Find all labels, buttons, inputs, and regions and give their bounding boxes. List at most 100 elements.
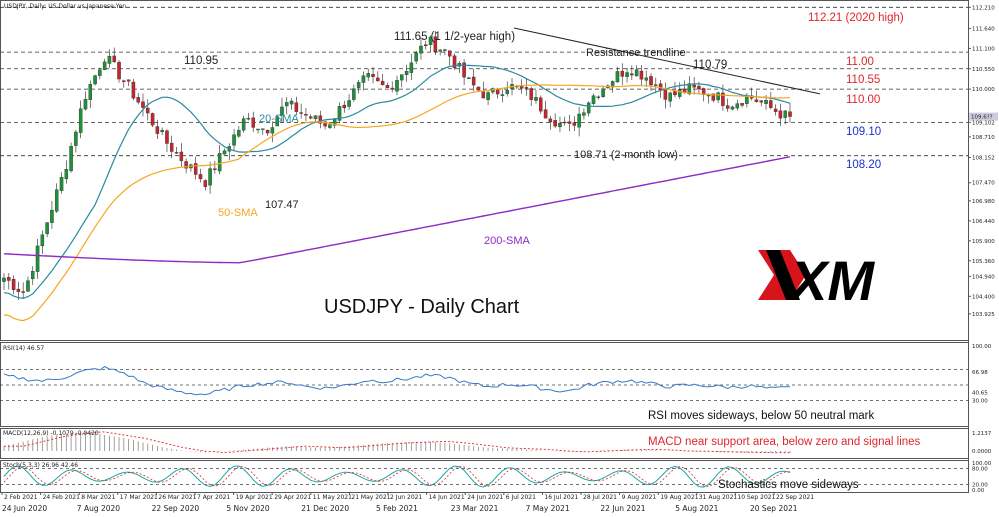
candle-body bbox=[548, 118, 553, 123]
candle-body bbox=[184, 161, 188, 169]
candle-body bbox=[141, 101, 145, 108]
candle-body bbox=[21, 291, 25, 293]
candle-body bbox=[443, 49, 447, 51]
candle-body bbox=[721, 92, 725, 106]
candle-body bbox=[433, 36, 438, 53]
annotation-107-47: 107.47 bbox=[265, 199, 299, 211]
candle-body bbox=[107, 55, 112, 64]
x-tick-label-top: 22 Sep 2021 bbox=[776, 494, 814, 501]
candle-body bbox=[45, 222, 49, 235]
price-tick-label: 109.102 bbox=[972, 120, 995, 126]
x-tick-label-bottom: 22 Jun 2021 bbox=[600, 504, 645, 513]
candle-body bbox=[725, 105, 730, 109]
candle-body bbox=[759, 100, 763, 103]
candle-body bbox=[644, 77, 648, 81]
candle-body bbox=[50, 209, 54, 223]
candle-body bbox=[7, 277, 11, 281]
x-tick-label-top: 16 Jul 2021 bbox=[544, 494, 578, 501]
candle-body bbox=[486, 92, 490, 101]
rsi-line bbox=[3, 365, 791, 396]
annotation-110-79: 110.79 bbox=[693, 59, 727, 71]
candle-body bbox=[299, 112, 303, 114]
rsi-tick-label: 30.00 bbox=[972, 399, 988, 405]
macd-caption: MACD near support area, below zero and s… bbox=[648, 436, 921, 448]
candle-body bbox=[562, 121, 567, 124]
candle-body bbox=[237, 130, 241, 137]
candle-body bbox=[328, 124, 332, 128]
candle-body bbox=[347, 100, 351, 107]
candle-body bbox=[366, 73, 370, 78]
candle-body bbox=[428, 36, 433, 45]
stoch-k-line bbox=[3, 465, 791, 488]
candle-body bbox=[74, 131, 78, 146]
price-tick-label: 111.100 bbox=[972, 46, 995, 52]
candle-body bbox=[270, 127, 275, 134]
candle-body bbox=[567, 121, 572, 124]
candle-body bbox=[16, 288, 21, 292]
candle-body bbox=[35, 245, 40, 272]
level-label-108-20: 108.20 bbox=[846, 159, 881, 171]
x-tick-label-top: 26 Mar 2021 bbox=[158, 494, 196, 501]
stoch-tick-label: 20.00 bbox=[972, 483, 988, 489]
candle-body bbox=[93, 75, 97, 85]
main-chart-title: USDJPY - Daily Chart bbox=[324, 296, 520, 318]
candle-body bbox=[745, 96, 749, 104]
x-tick-label-bottom: 20 Sep 2021 bbox=[750, 504, 798, 513]
candle-body bbox=[251, 117, 255, 128]
candle-body bbox=[788, 111, 792, 117]
rsi-tick-label: 40.65 bbox=[972, 390, 988, 396]
candle-body bbox=[601, 88, 605, 98]
candle-body bbox=[639, 70, 644, 80]
price-tick-label: 111.640 bbox=[972, 26, 995, 32]
x-tick-label-top: 28 Jul 2021 bbox=[583, 494, 617, 501]
sma200-line bbox=[3, 156, 791, 264]
x-tick-label-top: 19 Apr 2021 bbox=[236, 494, 273, 501]
resistance-trendline bbox=[513, 27, 821, 95]
candle-body bbox=[395, 80, 399, 92]
candle-body bbox=[634, 69, 639, 77]
candle-body bbox=[69, 146, 73, 172]
candle-body bbox=[697, 85, 701, 90]
candle-body bbox=[649, 76, 653, 86]
candle-body bbox=[658, 83, 663, 90]
x-tick-label-top: 6 Jul 2021 bbox=[506, 494, 536, 501]
annotation-resistance-trendline: Resistance trendline bbox=[586, 47, 686, 59]
candle-body bbox=[471, 76, 476, 86]
candle-body bbox=[687, 83, 692, 95]
candle-body bbox=[352, 88, 356, 100]
stoch-d-line bbox=[3, 466, 791, 488]
candle-body bbox=[414, 52, 418, 62]
x-tick-label-bottom: 5 Nov 2020 bbox=[226, 504, 269, 513]
candle-body bbox=[385, 85, 390, 89]
x-tick-label-bottom: 7 May 2021 bbox=[526, 504, 570, 513]
candle-body bbox=[740, 103, 744, 106]
candle-body bbox=[524, 87, 529, 89]
candle-body bbox=[78, 108, 83, 133]
x-tick-label-top: 31 Aug 2021 bbox=[699, 494, 738, 501]
macd-tick-label: 1.2137 bbox=[972, 431, 992, 437]
x-tick-label-bottom: 22 Sep 2020 bbox=[152, 504, 200, 513]
candle-body bbox=[500, 94, 505, 96]
x-tick-label-bottom: 24 Jun 2020 bbox=[2, 504, 47, 513]
x-tick-label-top: 8 Mar 2021 bbox=[81, 494, 115, 501]
x-tick-label-top: 19 Aug 2021 bbox=[660, 494, 699, 501]
x-tick-label-top: 11 May 2021 bbox=[313, 494, 352, 501]
level-label-11-00: 11.00 bbox=[846, 56, 874, 68]
rsi-caption: RSI moves sideways, below 50 neutral mar… bbox=[648, 410, 875, 422]
price-tick-label: 110.550 bbox=[972, 67, 995, 73]
x-tick-label-bottom: 23 Mar 2021 bbox=[451, 504, 499, 513]
macd-title: MACD(12,26,9) -0.1079 -0.0420 bbox=[3, 430, 99, 437]
annotation-110-95: 110.95 bbox=[184, 55, 218, 67]
candle-body bbox=[26, 280, 30, 292]
x-tick-label-top: 2 Feb 2021 bbox=[4, 494, 38, 501]
xm-logo-text: XM bbox=[787, 249, 875, 312]
x-tick-label-bottom: 7 Aug 2020 bbox=[77, 504, 120, 513]
x-tick-label-top: 29 Apr 2021 bbox=[274, 494, 311, 501]
x-tick-label-top: 7 Apr 2021 bbox=[197, 494, 230, 501]
candle-body bbox=[678, 89, 682, 97]
x-tick-label-bottom: 5 Feb 2021 bbox=[376, 504, 418, 513]
candle-body bbox=[193, 163, 198, 175]
candle-body bbox=[150, 113, 155, 126]
macd-tick-label: 0.0000 bbox=[972, 449, 992, 455]
candle-body bbox=[404, 70, 409, 75]
